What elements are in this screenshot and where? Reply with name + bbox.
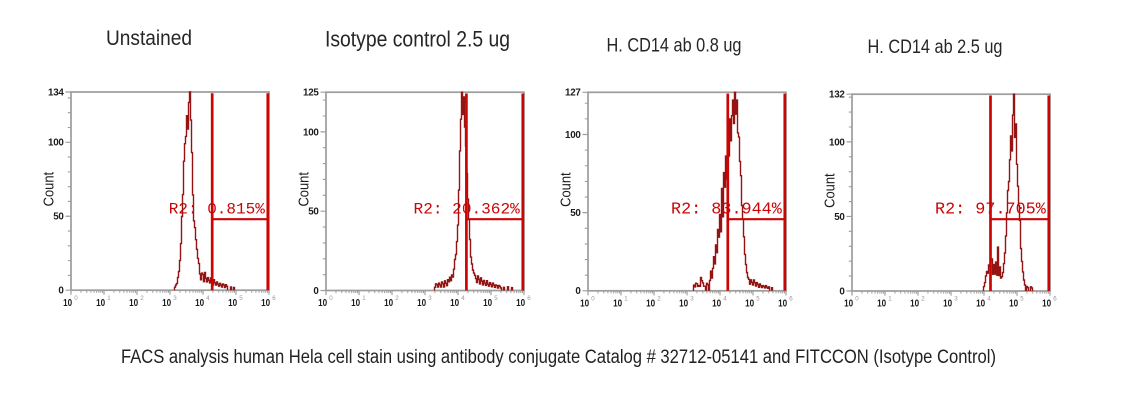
- svg-text:4: 4: [987, 296, 991, 303]
- svg-text:2: 2: [657, 295, 661, 302]
- svg-text:3: 3: [690, 295, 694, 302]
- svg-text:10: 10: [351, 298, 360, 309]
- svg-text:2: 2: [921, 296, 925, 303]
- svg-text:3: 3: [428, 295, 432, 302]
- svg-text:Count: Count: [42, 172, 58, 207]
- svg-text:50: 50: [53, 212, 64, 223]
- svg-text:0: 0: [591, 295, 595, 302]
- svg-text:10: 10: [910, 299, 919, 310]
- svg-text:R2: 20.362%: R2: 20.362%: [414, 200, 521, 218]
- svg-text:127: 127: [565, 88, 581, 99]
- svg-text:1: 1: [362, 295, 366, 302]
- svg-text:100: 100: [565, 130, 581, 141]
- svg-text:10: 10: [712, 298, 721, 309]
- svg-text:6: 6: [1053, 296, 1057, 303]
- svg-text:5: 5: [494, 295, 498, 302]
- svg-text:10: 10: [450, 298, 459, 309]
- svg-text:10: 10: [261, 298, 270, 309]
- svg-text:10: 10: [384, 298, 393, 309]
- svg-text:6: 6: [527, 295, 531, 302]
- svg-text:6: 6: [272, 295, 276, 302]
- svg-text:10: 10: [228, 298, 237, 309]
- svg-text:10: 10: [1042, 299, 1051, 310]
- svg-text:3: 3: [954, 296, 958, 303]
- svg-text:10: 10: [516, 298, 525, 309]
- svg-text:100: 100: [48, 138, 64, 149]
- svg-text:1: 1: [107, 295, 111, 302]
- svg-text:10: 10: [1009, 299, 1018, 310]
- svg-text:10: 10: [318, 298, 327, 309]
- svg-text:50: 50: [570, 208, 581, 219]
- svg-text:10: 10: [96, 298, 105, 309]
- svg-text:5: 5: [1020, 296, 1024, 303]
- svg-text:0: 0: [313, 286, 319, 297]
- svg-text:H. CD14 ab 0.8 ug: H. CD14 ab 0.8 ug: [607, 35, 742, 57]
- svg-text:10: 10: [745, 298, 754, 309]
- svg-text:0: 0: [855, 296, 859, 303]
- svg-text:10: 10: [976, 299, 985, 310]
- svg-text:2: 2: [395, 295, 399, 302]
- svg-text:10: 10: [483, 298, 492, 309]
- svg-text:0: 0: [329, 295, 333, 302]
- svg-text:4: 4: [723, 295, 727, 302]
- svg-text:H. CD14 ab 2.5 ug: H. CD14 ab 2.5 ug: [868, 36, 1003, 58]
- svg-text:0: 0: [74, 295, 78, 302]
- svg-text:10: 10: [943, 299, 952, 310]
- svg-text:3: 3: [173, 295, 177, 302]
- svg-text:132: 132: [829, 90, 845, 101]
- svg-text:100: 100: [829, 137, 845, 148]
- svg-text:R2: 97.705%: R2: 97.705%: [935, 200, 1047, 219]
- svg-text:10: 10: [580, 298, 589, 309]
- svg-text:10: 10: [613, 298, 622, 309]
- svg-text:Unstained: Unstained: [106, 26, 192, 50]
- svg-text:10: 10: [844, 299, 853, 310]
- svg-text:Count: Count: [823, 173, 839, 208]
- svg-text:10: 10: [63, 298, 72, 309]
- svg-text:FACS analysis human Hela cell: FACS analysis human Hela cell stain usin…: [121, 347, 996, 368]
- svg-text:10: 10: [646, 298, 655, 309]
- svg-text:1: 1: [888, 296, 892, 303]
- svg-text:6: 6: [789, 295, 793, 302]
- svg-text:50: 50: [834, 212, 845, 223]
- svg-text:1: 1: [624, 295, 628, 302]
- svg-text:10: 10: [162, 298, 171, 309]
- svg-text:Isotype control 2.5 ug: Isotype control 2.5 ug: [325, 27, 510, 52]
- svg-text:4: 4: [206, 295, 210, 302]
- svg-text:0: 0: [58, 286, 64, 297]
- svg-text:5: 5: [239, 295, 243, 302]
- svg-text:10: 10: [877, 299, 886, 310]
- svg-text:Count: Count: [559, 172, 575, 207]
- svg-text:R2: 83.944%: R2: 83.944%: [671, 200, 783, 219]
- svg-text:10: 10: [778, 298, 787, 309]
- svg-text:2: 2: [140, 295, 144, 302]
- svg-text:10: 10: [195, 298, 204, 309]
- svg-text:4: 4: [461, 295, 465, 302]
- svg-text:5: 5: [756, 295, 760, 302]
- svg-text:100: 100: [303, 127, 319, 138]
- svg-text:50: 50: [308, 207, 319, 218]
- svg-text:R2: 0.815%: R2: 0.815%: [169, 200, 265, 218]
- svg-text:10: 10: [417, 298, 426, 309]
- svg-text:0: 0: [839, 286, 845, 297]
- svg-text:0: 0: [575, 286, 581, 297]
- svg-text:10: 10: [129, 298, 138, 309]
- svg-text:125: 125: [303, 88, 319, 99]
- svg-text:10: 10: [679, 298, 688, 309]
- svg-text:134: 134: [48, 87, 64, 98]
- svg-text:Count: Count: [297, 172, 313, 207]
